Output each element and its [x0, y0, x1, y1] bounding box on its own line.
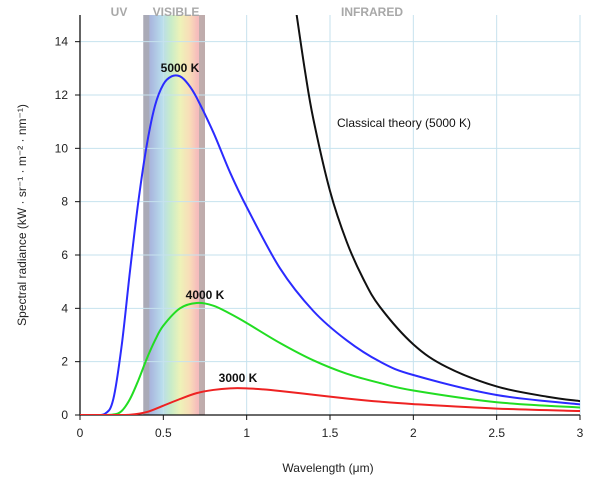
axes: 0 0.5 1 1.5 2 2.5 3 0 2 4 6 8 10 12 14	[55, 15, 584, 440]
curve-5000k	[80, 74, 580, 415]
curve-4000k	[80, 301, 580, 415]
y-axis-label: Spectral radiance (kW · sr⁻¹ · m⁻² · nm⁻…	[15, 104, 29, 326]
visible-band-edge-left	[143, 15, 150, 415]
y-tick-label: 8	[61, 195, 68, 209]
chart-labels: UV VISIBLE INFRARED 5000 K 4000 K 3000 K Class…	[111, 5, 471, 385]
visible-band	[143, 15, 205, 415]
curve-classical-5000k	[295, 15, 580, 403]
y-tick-label: 12	[55, 88, 69, 102]
curve-4000k-label: 4000 K	[186, 288, 225, 302]
curve-3000k-label: 3000 K	[219, 371, 258, 385]
curve-3000k	[80, 387, 580, 415]
x-tick-label: 0	[77, 426, 84, 440]
y-tick-label: 14	[55, 35, 69, 49]
region-label-uv: UV	[111, 5, 128, 19]
curve-5000k-label: 5000 K	[161, 61, 200, 75]
x-tick-label: 1	[243, 426, 250, 440]
x-tick-label: 2	[410, 426, 417, 440]
x-tick-label: 0.5	[155, 426, 172, 440]
x-tick-label: 2.5	[488, 426, 505, 440]
region-label-infrared: INFRARED	[341, 5, 403, 19]
y-tick-label: 2	[61, 355, 68, 369]
y-tick-label: 4	[61, 301, 68, 315]
y-tick-label: 10	[55, 141, 69, 155]
y-tick-label: 0	[61, 408, 68, 422]
curve-classical-5000k-label: Classical theory (5000 K)	[337, 116, 471, 130]
spectrum-bands	[143, 15, 205, 415]
x-tick-label: 1.5	[322, 426, 339, 440]
x-tick-label: 3	[577, 426, 584, 440]
series-lines	[80, 15, 580, 415]
visible-band-edge-right	[199, 15, 205, 415]
region-label-visible: VISIBLE	[153, 5, 200, 19]
x-axis-label: Wavelength (μm)	[282, 461, 373, 475]
y-tick-label: 6	[61, 248, 68, 262]
